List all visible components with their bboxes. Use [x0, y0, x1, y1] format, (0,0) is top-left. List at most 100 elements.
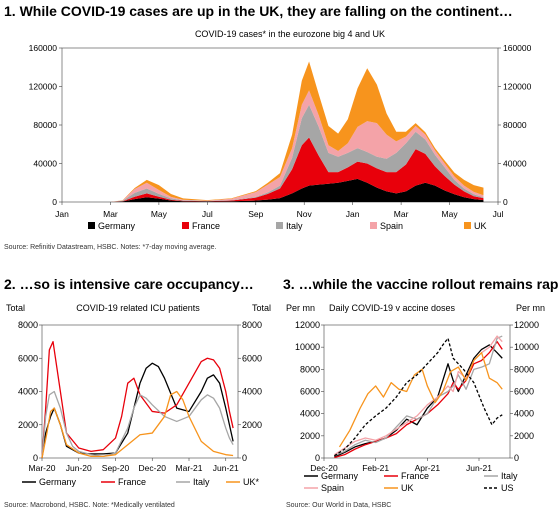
x-tick-label: Nov	[297, 209, 313, 219]
panel2-source: Source: Macrobond, HSBC. Note: *Medicall…	[4, 502, 175, 509]
y-tick-label-right: 6000	[514, 387, 534, 397]
cases-chart-title: COVID-19 cases* in the eurozone big 4 an…	[195, 29, 385, 39]
area-germany	[62, 178, 484, 202]
area-france	[62, 137, 484, 202]
y-tick-label-right: 40000	[503, 159, 527, 169]
x-tick-label: Dec-20	[310, 463, 338, 473]
vaccine-chart-legend: Germany France Italy Spain UK US	[304, 471, 518, 493]
vaccine-right-unit: Per mn	[516, 303, 545, 313]
cases-chart-axes: 0 0 40000 40000 80000 80000 120000 120000 160000…	[29, 43, 532, 219]
legend-label-france: France	[401, 471, 429, 481]
legend-label-italy: Italy	[193, 477, 210, 487]
series-line-uk	[338, 352, 503, 448]
y-tick-label-left: 0	[315, 453, 320, 463]
panel2-heading: 2. …so is intensive care occupancy…	[4, 276, 254, 292]
x-tick-label: Dec-20	[139, 463, 167, 473]
cases-chart: COVID-19 cases* in the eurozone big 4 an…	[29, 29, 532, 231]
y-tick-label-left: 6000	[18, 353, 38, 363]
x-tick-label: Jun-21	[213, 463, 239, 473]
legend-label-france: France	[118, 477, 146, 487]
y-tick-label-right: 0	[503, 197, 508, 207]
y-tick-label-left: 12000	[295, 320, 320, 330]
x-tick-label: Jun-20	[66, 463, 92, 473]
icu-chart: COVID-19 related ICU patients Total Tota…	[6, 303, 271, 487]
x-tick-label: Mar	[394, 209, 409, 219]
y-tick-label-right: 0	[514, 453, 519, 463]
legend-label-italy: Italy	[501, 471, 518, 481]
panel3-source: Source: Our World in Data, HSBC	[286, 502, 392, 509]
icu-chart-title: COVID-19 related ICU patients	[76, 303, 200, 313]
y-tick-label-left: 10000	[295, 342, 320, 352]
y-tick-label-left: 6000	[300, 387, 320, 397]
legend-swatch-france	[182, 222, 189, 229]
icu-chart-axes: 0 0 2000 2000 4000 4000 6000 6000 8000 8000 Mar-20…	[18, 320, 262, 473]
plot-frame	[323, 324, 511, 459]
x-tick-label: Sep-20	[102, 463, 130, 473]
x-tick-label: Mar-21	[176, 463, 203, 473]
vaccine-left-unit: Per mn	[286, 303, 315, 313]
icu-left-unit: Total	[6, 303, 25, 313]
x-tick-label: Jan	[346, 209, 360, 219]
x-tick-label: Jul	[202, 209, 213, 219]
y-tick-label-right: 160000	[503, 43, 532, 53]
y-tick-label-left: 2000	[18, 420, 38, 430]
x-tick-label: May	[151, 209, 168, 219]
area-spain	[62, 90, 484, 202]
x-tick-label: Mar	[103, 209, 118, 219]
y-tick-label-left: 120000	[29, 82, 58, 92]
legend-swatch-spain	[370, 222, 377, 229]
series-line-italy	[334, 335, 503, 457]
x-tick-label: May	[442, 209, 459, 219]
series-line-france	[334, 340, 503, 459]
legend-label-uk: UK	[474, 221, 487, 231]
x-tick-label: Mar-20	[29, 463, 56, 473]
x-tick-label: Apr-21	[415, 463, 441, 473]
y-tick-label-right: 4000	[242, 387, 262, 397]
y-tick-label-right: 8000	[514, 364, 534, 374]
cases-chart-legend: Germany France Italy Spain UK	[88, 221, 487, 231]
legend-label-us: US	[501, 483, 514, 493]
vaccine-chart-title: Daily COVID-19 v accine doses	[329, 303, 456, 313]
y-tick-label-right: 10000	[514, 342, 539, 352]
x-tick-label: Jan	[55, 209, 69, 219]
icu-right-unit: Total	[252, 303, 271, 313]
y-tick-label-left: 4000	[300, 409, 320, 419]
y-tick-label-right: 2000	[242, 420, 262, 430]
series-line-uk	[41, 390, 234, 459]
y-tick-label-right: 0	[242, 453, 247, 463]
legend-label-germany: Germany	[39, 477, 77, 487]
y-tick-label-right: 2000	[514, 431, 534, 441]
x-tick-label: Sep	[248, 209, 263, 219]
y-tick-label-left: 4000	[18, 387, 38, 397]
legend-label-uk: UK	[401, 483, 414, 493]
y-tick-label-right: 80000	[503, 120, 527, 130]
series-line-france	[41, 340, 234, 459]
panel1-source: Source: Refinitiv Datastream, HSBC. Note…	[4, 244, 217, 251]
series-line-us	[333, 337, 503, 457]
icu-chart-plot	[41, 340, 234, 459]
vaccine-chart-plot	[333, 335, 503, 459]
legend-swatch-italy	[276, 222, 283, 229]
legend-label-spain: Spain	[380, 221, 403, 231]
y-tick-label-left: 2000	[300, 431, 320, 441]
vaccine-chart-axes: 0 0 2000 2000 4000 4000 6000 6000 8000 8000 10000 1…	[295, 320, 539, 473]
panel3-heading: 3. …while the vaccine rollout remains ra…	[283, 276, 558, 292]
y-tick-label-right: 4000	[514, 409, 534, 419]
area-italy	[62, 104, 484, 202]
cases-chart-plot	[62, 61, 484, 202]
x-tick-label: Jun-21	[466, 463, 492, 473]
legend-label-uk: UK*	[243, 477, 260, 487]
y-tick-label-left: 80000	[33, 120, 57, 130]
legend-label-france: France	[192, 221, 220, 231]
y-tick-label-left: 160000	[29, 43, 58, 53]
icu-chart-legend: Germany France Italy UK*	[22, 477, 260, 487]
legend-swatch-uk	[464, 222, 471, 229]
y-tick-label-left: 8000	[18, 320, 38, 330]
y-tick-label-left: 0	[33, 453, 38, 463]
y-tick-label-right: 6000	[242, 353, 262, 363]
legend-label-spain: Spain	[321, 483, 344, 493]
panel1-heading: 1. While COVID-19 cases are up in the UK…	[4, 3, 513, 19]
y-tick-label-right: 120000	[503, 82, 532, 92]
y-tick-label-left: 40000	[33, 159, 57, 169]
area-uk	[62, 61, 484, 202]
